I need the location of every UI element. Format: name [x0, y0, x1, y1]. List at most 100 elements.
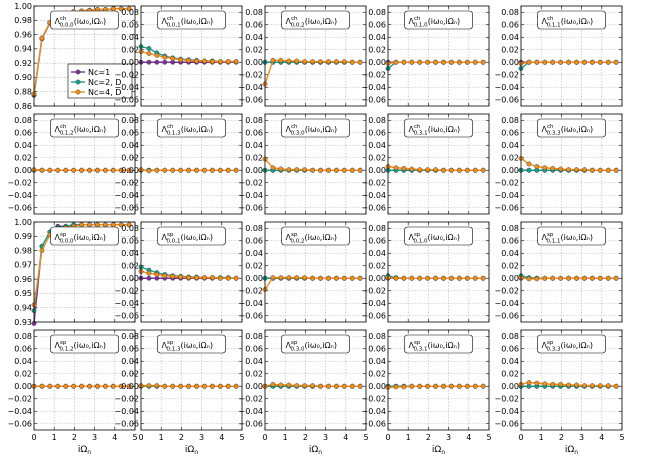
y-tick-label: 0.95 — [14, 289, 32, 298]
x-tick-label: 1 — [283, 433, 288, 442]
y-tick-label: −0.02 — [494, 179, 519, 188]
data-point — [39, 383, 45, 389]
y-tick-label: −0.06 — [238, 96, 263, 105]
panel-label-frame — [157, 118, 226, 138]
data-point — [302, 59, 308, 65]
y-tick-label: −0.04 — [7, 191, 32, 200]
data-point — [472, 59, 478, 65]
data-point — [233, 59, 239, 65]
panel-label-frame — [281, 118, 350, 138]
data-point — [102, 167, 108, 173]
data-point — [194, 167, 199, 173]
data-point — [574, 59, 579, 65]
y-tick-label: 0.06 — [245, 345, 263, 354]
data-point — [589, 275, 595, 281]
x-tick-label: 4 — [599, 433, 604, 442]
data-point — [209, 59, 215, 65]
panel-label: Λsp 0,0,2(iω₀,iΩₙ) — [286, 232, 337, 245]
y-tick-label: 0.08 — [501, 116, 519, 125]
y-tick-label: 0.04 — [14, 357, 32, 366]
data-point — [582, 383, 587, 389]
y-tick-label: −0.06 — [494, 204, 519, 213]
data-point — [194, 58, 199, 64]
y-tick-label: 0.96 — [14, 275, 32, 284]
legend-label: Nc=4, D — [88, 88, 121, 97]
panel-3: −0.06 −0.04 −0.02 0.00 0.02 0.04 0.06 0.08 Λch 0,… — [238, 5, 367, 107]
data-point — [286, 382, 292, 388]
y-tick-label: 0.08 — [121, 8, 139, 17]
panel-label-frame — [50, 10, 119, 30]
panel-label-box: Λch 0,0,0(iω₀,iΩₙ) — [50, 10, 119, 30]
y-tick-label: 0.97 — [14, 261, 32, 270]
y-tick-label: 0.04 — [245, 33, 263, 42]
data-point — [417, 275, 423, 281]
panel-label: Λch 0,0,2(iω₀,iΩₙ) — [286, 16, 338, 29]
panel-label-box: Λsp 0,0,0(iω₀,iΩₙ) — [50, 226, 119, 246]
y-tick-label: −0.02 — [361, 395, 386, 404]
y-tick-label: −0.06 — [7, 204, 32, 213]
y-tick-label: −0.02 — [7, 395, 32, 404]
data-point — [209, 167, 215, 173]
data-point — [449, 167, 454, 173]
data-point — [233, 275, 239, 281]
y-tick-label: −0.06 — [7, 420, 32, 429]
y-tick-label: 0.00 — [121, 166, 139, 175]
y-tick-label: 0.90 — [14, 73, 32, 82]
data-point — [401, 59, 407, 65]
data-point — [154, 52, 160, 58]
y-tick-label: 0.02 — [121, 262, 139, 271]
panel-label-box: Λsp 0,3,1(iω₀,iΩₙ) — [404, 334, 473, 354]
panel-10: −0.06 −0.04 −0.02 0.00 0.02 0.04 0.06 0.08 Λch 0,… — [494, 113, 623, 215]
data-point — [393, 384, 399, 390]
data-point — [349, 167, 355, 173]
data-point — [225, 383, 231, 389]
data-point — [270, 57, 276, 63]
data-point — [550, 275, 556, 281]
y-tick-label: −0.06 — [361, 204, 386, 213]
y-tick-label: 0.00 — [14, 382, 32, 391]
plot-frame — [264, 113, 367, 215]
data-point — [186, 167, 191, 173]
x-tick-label: 3 — [446, 433, 451, 442]
panel-label: Λch 0,1,0(iω₀,iΩₙ) — [409, 16, 461, 29]
data-point — [534, 59, 540, 65]
y-tick-label: 0.02 — [368, 370, 386, 379]
panel-label: Λch 0,0,0(iω₀,iΩₙ) — [55, 16, 107, 29]
x-tick-label: 1 — [159, 433, 164, 442]
panel-1: 0.86 0.88 0.90 0.92 0.94 0.96 0.98 1.00 Λch 0,0,0… — [14, 2, 136, 111]
data-point — [425, 275, 431, 281]
panel-label-frame — [404, 118, 473, 138]
data-point — [146, 51, 152, 56]
panel-label-box: Λch 0,3,1(iω₀,iΩₙ) — [404, 118, 473, 138]
data-point — [441, 167, 446, 173]
y-tick-label: 0.02 — [14, 154, 32, 163]
panel-label: Λsp 0,0,0(iω₀,iΩₙ) — [55, 232, 106, 245]
data-point — [310, 383, 315, 389]
y-tick-label: −0.04 — [361, 299, 386, 308]
y-tick-label: 0.06 — [121, 237, 139, 246]
panel-label-frame — [50, 226, 119, 246]
data-point — [110, 222, 116, 228]
data-point — [217, 275, 223, 281]
y-tick-label: 0.06 — [245, 21, 263, 30]
y-tick-label: 0.08 — [245, 332, 263, 341]
data-point — [79, 222, 84, 228]
y-tick-label: −0.02 — [361, 287, 386, 296]
data-point — [449, 275, 454, 281]
y-tick-label: −0.02 — [361, 71, 386, 80]
data-point — [456, 167, 462, 173]
y-tick-label: −0.04 — [114, 407, 139, 416]
y-tick-label: 0.86 — [14, 102, 32, 111]
plot-frame — [140, 329, 243, 431]
panel-label: Λsp 0,3,0(iω₀,iΩₙ) — [286, 340, 337, 353]
data-point — [582, 59, 587, 65]
y-tick-label: −0.04 — [238, 407, 263, 416]
panel-label-frame — [281, 334, 350, 354]
x-tick-label: 3 — [199, 433, 204, 442]
y-tick-label: 0.06 — [368, 129, 386, 138]
data-point — [209, 383, 215, 389]
y-tick-label: −0.02 — [114, 395, 139, 404]
panel-label-frame — [537, 10, 606, 30]
data-point — [47, 383, 53, 389]
data-point — [71, 383, 77, 389]
